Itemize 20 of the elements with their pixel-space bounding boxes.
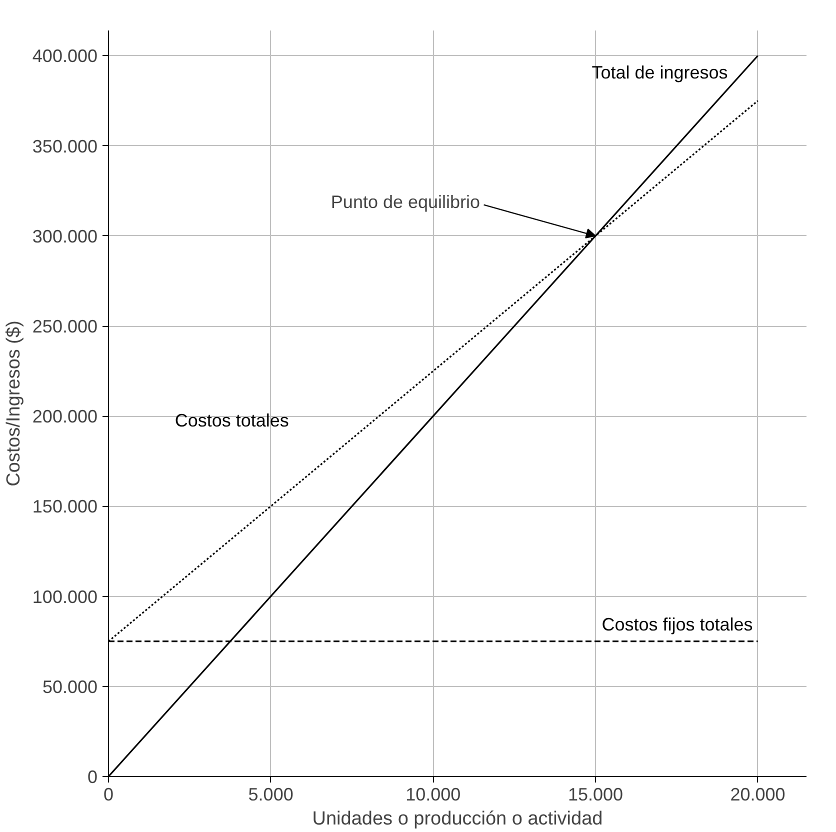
y-tick-label: 300.000: [32, 226, 98, 246]
x-tick-label: 15.000: [568, 784, 624, 804]
x-tick-label: 5.000: [248, 784, 294, 804]
y-tick-label: 50.000: [42, 676, 98, 697]
x-tick-label: 0: [103, 784, 114, 804]
y-tick-label: 350.000: [32, 136, 98, 156]
y-tick-label: 400.000: [32, 46, 98, 66]
y-tick-label: 200.000: [32, 406, 98, 427]
x-tick-label: 20.000: [730, 784, 786, 804]
y-axis-title: Costos/Ingresos ($): [3, 320, 24, 486]
annotation: Punto de equilibrio: [330, 192, 480, 212]
series-label: Costos fijos totales: [602, 614, 753, 634]
y-tick-label: 0: [87, 767, 98, 787]
series-label: Total de ingresos: [592, 62, 728, 83]
x-tick-label: 10.000: [406, 784, 461, 804]
x-axis-title: Unidades o producción o actividad: [312, 808, 603, 830]
y-tick-label: 100.000: [32, 586, 98, 607]
y-tick-label: 150.000: [32, 496, 98, 517]
y-tick-label: 250.000: [32, 316, 98, 337]
text: Costos totales: [174, 410, 289, 431]
